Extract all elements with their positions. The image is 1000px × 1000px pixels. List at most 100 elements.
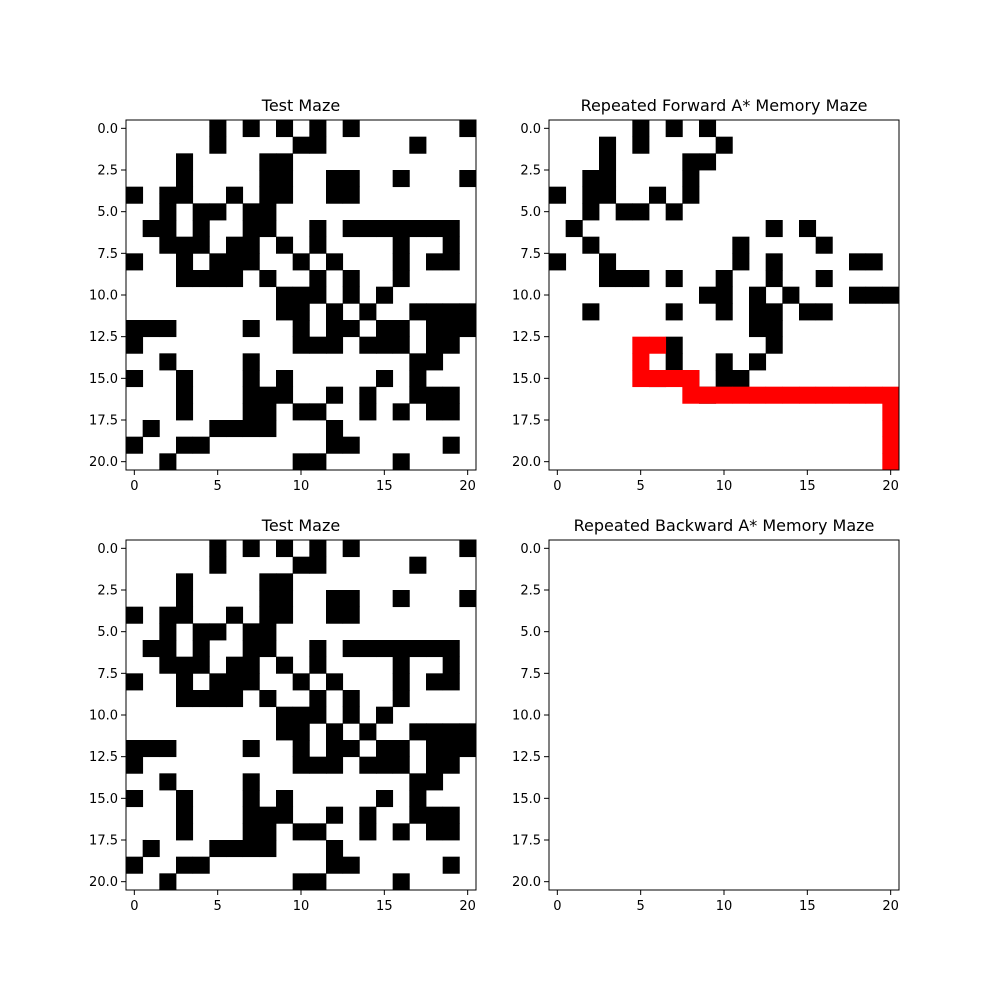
wall-cell [259,220,277,238]
wall-cell [309,756,327,774]
x-tick-label: 15 [376,479,393,494]
wall-cell [142,220,160,238]
wall-cell [309,823,327,841]
wall-cell [549,253,567,271]
wall-cell [242,370,260,388]
path-cell [849,386,867,404]
wall-cell [376,640,394,658]
wall-cell [259,170,277,188]
wall-cell [765,220,783,238]
y-tick-label: 7.5 [520,667,541,682]
wall-cell [276,806,294,824]
y-tick-label: 7.5 [520,247,541,262]
wall-cell [292,823,310,841]
panel-title: Repeated Forward A* Memory Maze [581,96,868,115]
wall-cell [409,790,427,808]
wall-cell [326,420,344,438]
wall-cell [176,690,194,708]
x-tick-label: 20 [459,899,476,914]
wall-cell [159,453,177,471]
wall-cell [326,806,344,824]
wall-cell [582,186,600,204]
wall-cell [176,170,194,188]
wall-cell [159,656,177,674]
wall-cell [765,320,783,338]
wall-cell [326,740,344,758]
wall-cell [599,270,617,288]
x-tick-label: 5 [214,479,222,494]
wall-cell [715,270,733,288]
wall-cell [176,253,194,271]
wall-cell [326,723,344,741]
wall-cell [276,170,294,188]
wall-cell [309,403,327,421]
wall-cell [392,253,410,271]
wall-cell [799,220,817,238]
wall-cell [392,640,410,658]
wall-cell [209,556,227,574]
wall-cell [309,690,327,708]
wall-cell [392,873,410,891]
wall-cell [342,170,360,188]
wall-cell [292,706,310,724]
wall-cell [632,120,650,138]
wall-cell [292,723,310,741]
wall-cell [459,540,477,558]
path-cell [882,453,900,471]
wall-cell [326,186,344,204]
wall-cell [409,773,427,791]
wall-cell [359,823,377,841]
wall-cell [292,453,310,471]
wall-cell [192,656,210,674]
wall-cell [442,723,460,741]
wall-cell [326,590,344,608]
wall-cell [259,840,277,858]
wall-cell [309,640,327,658]
wall-cell [126,320,144,338]
y-tick-label: 0.0 [520,542,541,557]
wall-cell [159,220,177,238]
wall-cell [376,790,394,808]
wall-cell [782,286,800,304]
wall-cell [715,303,733,321]
wall-cell [126,436,144,454]
wall-cell [376,336,394,354]
wall-cell [392,756,410,774]
path-cell [882,403,900,421]
wall-cell [176,590,194,608]
wall-cell [159,203,177,221]
wall-cell [192,690,210,708]
wall-cell [209,136,227,154]
path-cell [749,386,767,404]
wall-cell [549,186,567,204]
wall-cell [159,773,177,791]
wall-cell [426,823,444,841]
x-tick-label: 10 [293,899,310,914]
y-tick-label: 15.0 [89,372,118,387]
x-tick-label: 10 [716,479,733,494]
path-cell [882,420,900,438]
wall-cell [459,120,477,138]
wall-cell [426,303,444,321]
wall-cell [126,790,144,808]
wall-cell [426,740,444,758]
wall-cell [442,386,460,404]
wall-cell [849,253,867,271]
wall-cell [276,186,294,204]
wall-cell [292,403,310,421]
y-tick-label: 2.5 [97,584,118,599]
wall-cell [242,420,260,438]
wall-cell [392,590,410,608]
wall-cell [142,740,160,758]
wall-cell [359,756,377,774]
wall-cell [426,220,444,238]
wall-cell [192,436,210,454]
wall-cell [159,873,177,891]
wall-cell [565,220,583,238]
wall-cell [632,270,650,288]
wall-cell [632,136,650,154]
wall-cell [309,270,327,288]
wall-cell [359,386,377,404]
wall-cell [359,403,377,421]
y-tick-label: 2.5 [97,164,118,179]
